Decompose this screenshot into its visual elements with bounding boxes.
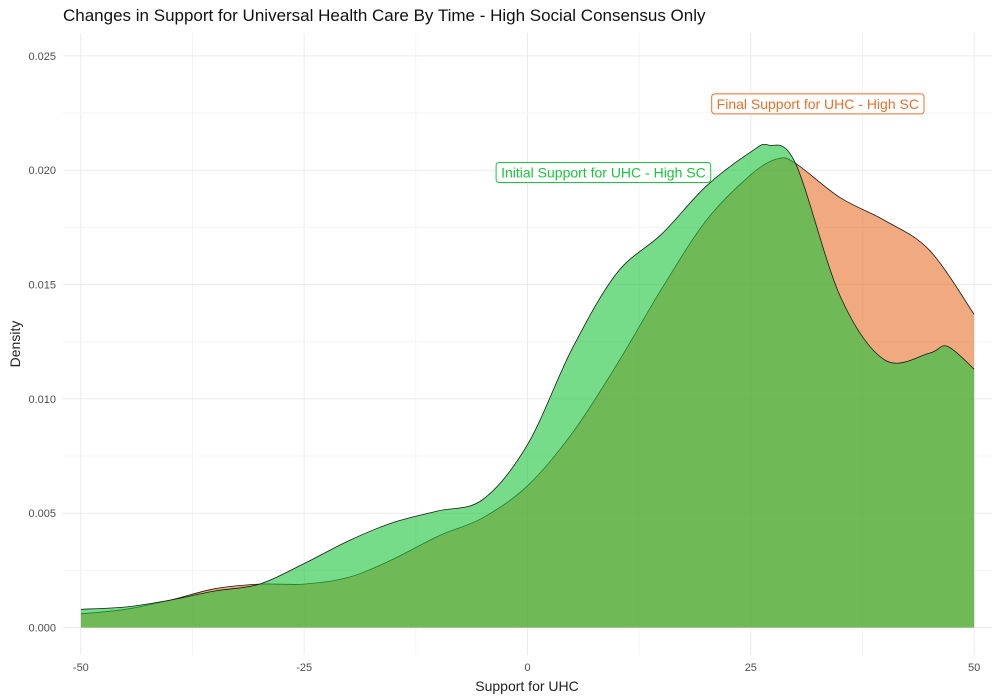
y-tick-label: 0.020 (28, 165, 56, 177)
y-tick-label: 0.010 (28, 394, 56, 406)
series-annotation: Final Support for UHC - High SC (711, 93, 925, 115)
x-axis-title: Support for UHC (475, 678, 578, 694)
y-tick-label: 0.025 (28, 51, 56, 63)
x-tick-label: 0 (524, 662, 530, 674)
series-annotation: Initial Support for UHC - High SC (495, 161, 712, 183)
annotations: Final Support for UHC - High SC Initial S… (495, 93, 925, 183)
y-tick-label: 0.000 (28, 623, 56, 635)
annotation-label: Final Support for UHC - High SC (717, 96, 919, 112)
chart-title: Changes in Support for Universal Health … (63, 6, 706, 25)
annotation-box (495, 161, 712, 183)
x-tick-label: 50 (968, 662, 980, 674)
x-tick-label: 25 (745, 662, 757, 674)
annotation-box (711, 93, 925, 115)
density-area-series-2 (80, 144, 975, 628)
y-tick-label: 0.015 (28, 280, 56, 292)
x-tick-label: -25 (296, 662, 312, 674)
y-axis-title: Density (7, 321, 23, 368)
axis-ticks: -50 -25 0 25 50 0.000 0.005 0.010 0.015 0.020 0.02… (28, 51, 980, 674)
annotation-label: Initial Support for UHC - High SC (501, 164, 706, 180)
density-outline-series-2 (80, 143, 975, 610)
x-tick-label: -50 (73, 662, 89, 674)
y-tick-label: 0.005 (28, 508, 56, 520)
density-areas (80, 143, 975, 628)
